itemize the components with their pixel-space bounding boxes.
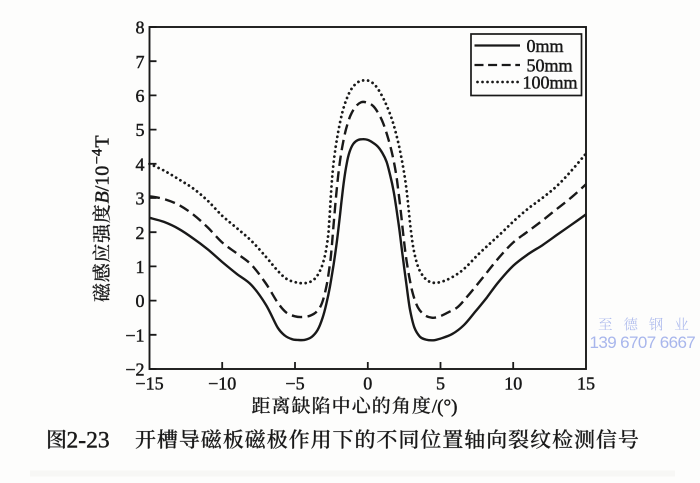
- svg-text:139 6707 6667: 139 6707 6667: [590, 333, 696, 352]
- svg-text:4: 4: [136, 154, 145, 174]
- svg-text:0: 0: [136, 291, 145, 311]
- svg-text:−10: −10: [208, 374, 236, 394]
- svg-text:2: 2: [136, 223, 145, 243]
- svg-text:5: 5: [136, 120, 145, 140]
- svg-text:0: 0: [363, 374, 372, 394]
- svg-text:3: 3: [136, 189, 145, 209]
- svg-text:7: 7: [136, 52, 145, 72]
- svg-text:10: 10: [504, 374, 522, 394]
- svg-text:−5: −5: [285, 374, 304, 394]
- svg-text:15: 15: [577, 374, 595, 394]
- svg-text:8: 8: [136, 18, 145, 38]
- svg-text:6: 6: [136, 86, 145, 106]
- svg-text:B/10−4T: B/10−4T: [90, 135, 114, 203]
- svg-text:100mm: 100mm: [523, 72, 578, 92]
- svg-text:−1: −1: [125, 325, 144, 345]
- svg-text:0mm: 0mm: [527, 36, 564, 56]
- svg-text:1: 1: [136, 257, 145, 277]
- svg-text:−15: −15: [135, 374, 163, 394]
- svg-text:2-23: 2-23: [67, 428, 110, 454]
- svg-text:−2: −2: [125, 360, 144, 380]
- svg-text:/(°): /(°): [432, 396, 458, 417]
- svg-text:5: 5: [436, 374, 445, 394]
- svg-text:50mm: 50mm: [527, 55, 573, 75]
